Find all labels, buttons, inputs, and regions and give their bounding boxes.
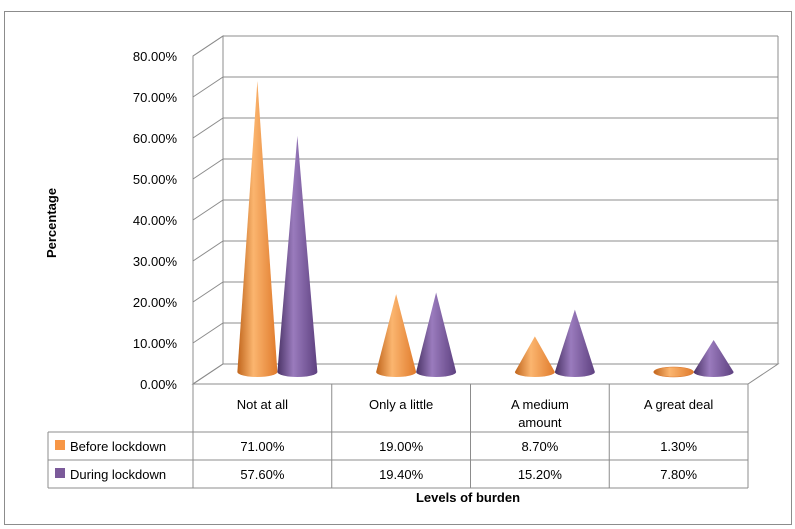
data-label: 1.30% (660, 439, 697, 454)
x-tick-label: A great deal (644, 397, 713, 412)
cone-body (277, 135, 318, 377)
x-tick-label: Only a little (369, 397, 433, 412)
data-label: 71.00% (240, 439, 285, 454)
y-axis-title: Percentage (44, 188, 59, 258)
cone-0-3 (653, 366, 694, 378)
y-tick-label: 80.00% (133, 49, 178, 64)
gridline (192, 240, 778, 262)
legend-swatch (55, 440, 65, 450)
cone-body (416, 292, 457, 377)
cone-body (554, 309, 595, 377)
y-tick-label: 10.00% (133, 336, 178, 351)
gridline (192, 35, 778, 57)
x-tick-label-line: amount (518, 415, 562, 430)
cone-1-3 (693, 340, 734, 377)
cone-1-2 (554, 309, 595, 377)
x-tick-label-line: A medium (511, 397, 569, 412)
gridline (192, 117, 778, 139)
y-tick-label: 30.00% (133, 254, 178, 269)
data-label: 7.80% (660, 467, 697, 482)
chart-frame (4, 11, 792, 525)
cone-1-1 (416, 292, 457, 377)
cone-0-2 (514, 336, 555, 377)
cone-body (237, 80, 278, 378)
cone-body (514, 336, 555, 377)
gridline (192, 76, 778, 98)
x-tick-label: Not at all (237, 397, 288, 412)
cone-base-flat (653, 366, 694, 378)
x-tick-label-line: Only a little (369, 397, 433, 412)
gridline (192, 199, 778, 221)
cone-body (693, 340, 734, 377)
data-label: 57.60% (240, 467, 285, 482)
legend-swatch (55, 468, 65, 478)
data-label: 19.00% (379, 439, 424, 454)
y-tick-label: 50.00% (133, 172, 178, 187)
cone-1-0 (277, 135, 318, 377)
y-tick-label: 60.00% (133, 131, 178, 146)
y-tick-label: 40.00% (133, 213, 178, 228)
y-tick-label: 70.00% (133, 90, 178, 105)
cone-0-1 (376, 294, 417, 377)
x-axis-title: Levels of burden (416, 490, 520, 505)
x-tick-label: A medium amount (511, 397, 569, 430)
y-tick-label: 20.00% (133, 295, 178, 310)
gridline (192, 281, 778, 303)
cone-0-0 (237, 80, 278, 378)
gridline (192, 158, 778, 180)
data-label: 19.40% (379, 467, 424, 482)
data-label: 8.70% (521, 439, 558, 454)
x-tick-label-line: Not at all (237, 397, 288, 412)
cone-body (376, 294, 417, 377)
legend-label: During lockdown (70, 467, 166, 482)
y-tick-label: 0.00% (140, 377, 177, 392)
x-tick-label-line: A great deal (644, 397, 713, 412)
gridline (192, 322, 778, 344)
data-label: 15.20% (518, 467, 563, 482)
legend-label: Before lockdown (70, 439, 166, 454)
gridline (192, 363, 778, 385)
